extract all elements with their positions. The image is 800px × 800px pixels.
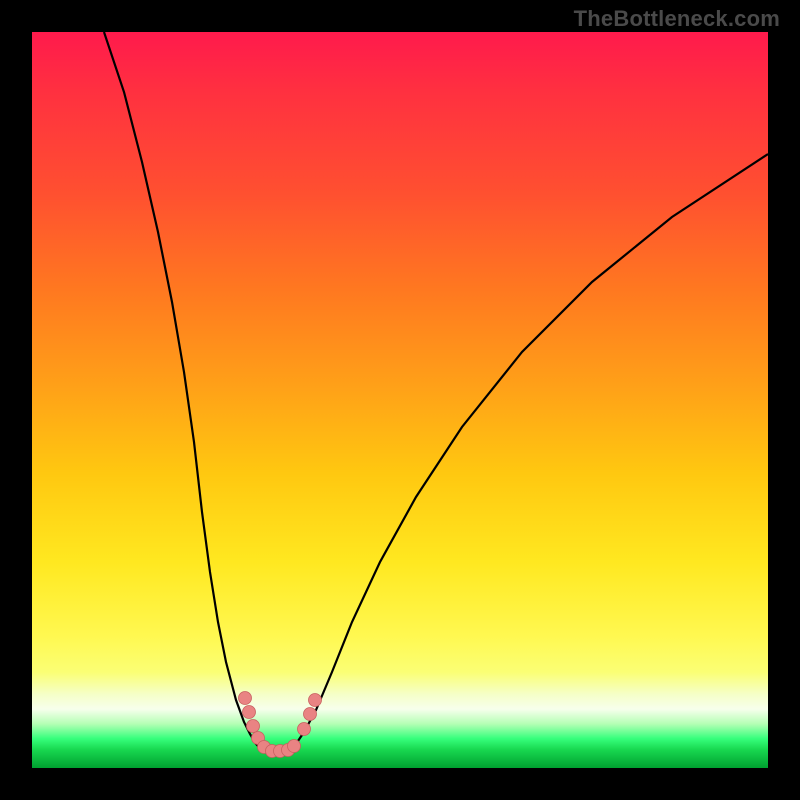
curve-svg	[32, 32, 768, 768]
curve-marker	[298, 723, 311, 736]
curve-marker	[309, 694, 322, 707]
watermark-text: TheBottleneck.com	[574, 6, 780, 32]
curve-marker	[247, 720, 260, 733]
curve-marker-group	[239, 692, 322, 758]
curve-marker	[239, 692, 252, 705]
curve-marker	[304, 708, 317, 721]
curve-marker	[288, 740, 301, 753]
chart-frame: TheBottleneck.com	[0, 0, 800, 800]
bottleneck-curve	[104, 32, 768, 752]
curve-marker	[243, 706, 256, 719]
gradient-plot-area	[32, 32, 768, 768]
